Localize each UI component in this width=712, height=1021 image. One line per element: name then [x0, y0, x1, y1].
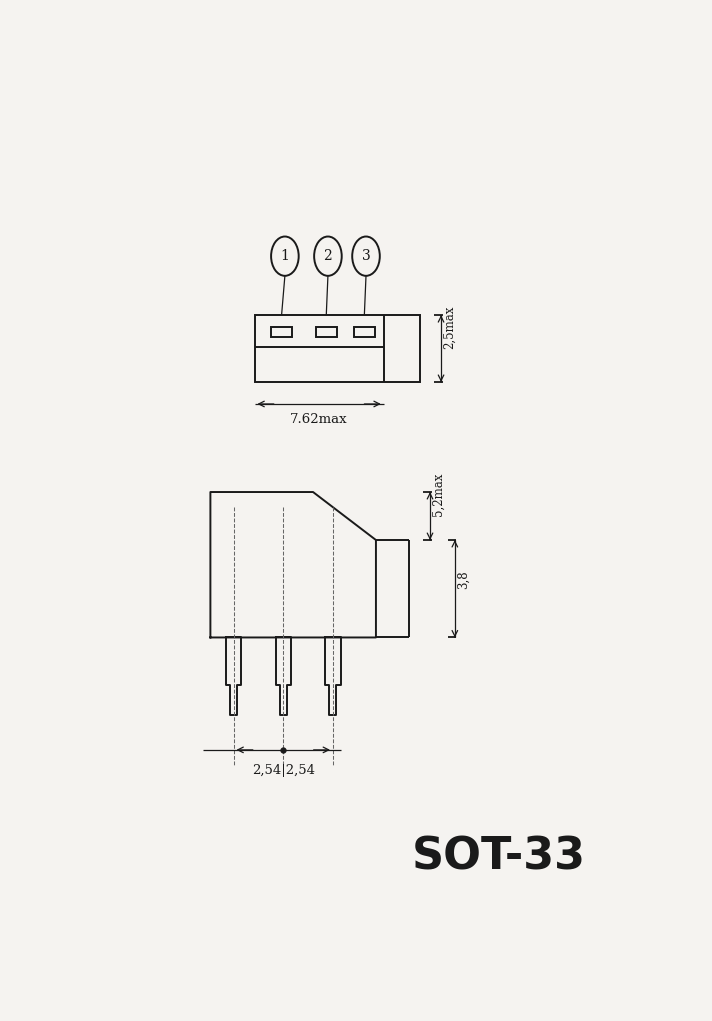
Bar: [354, 327, 375, 337]
Text: 5,2max: 5,2max: [431, 473, 445, 516]
Bar: [255, 315, 420, 382]
Text: SOT-33: SOT-33: [412, 836, 586, 879]
Text: 7.62max: 7.62max: [290, 414, 348, 427]
Text: 2,54|2,54: 2,54|2,54: [252, 764, 315, 777]
Text: 2: 2: [323, 249, 333, 263]
Text: 3: 3: [362, 249, 370, 263]
Bar: [316, 327, 337, 337]
Bar: [271, 327, 292, 337]
Text: 3,8: 3,8: [456, 570, 470, 589]
Text: 1: 1: [281, 249, 289, 263]
Text: 2,5max: 2,5max: [443, 305, 456, 348]
